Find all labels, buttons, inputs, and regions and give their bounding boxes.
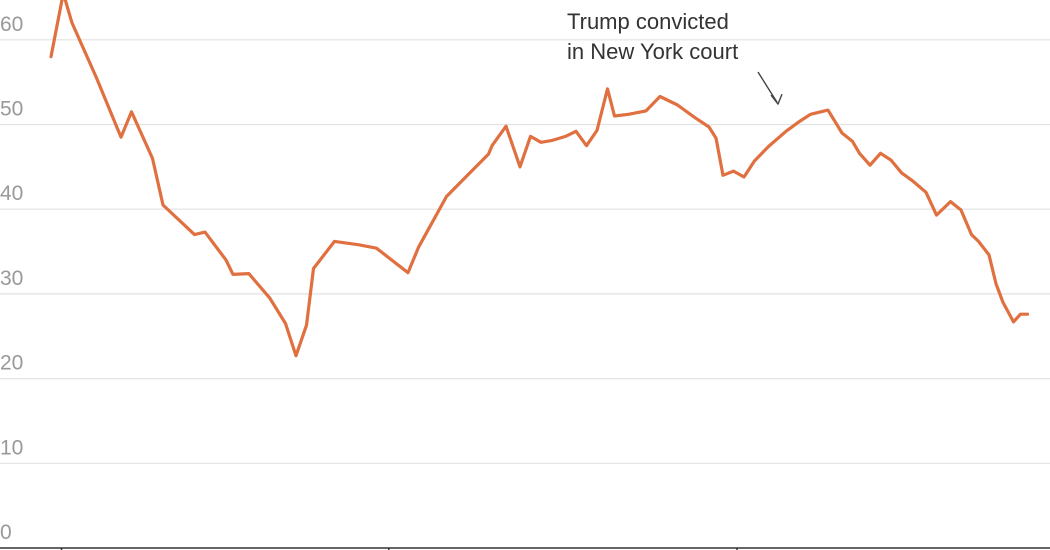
y-tick-label-10: 10 (0, 436, 23, 459)
annotation-text-line-1: in New York court (567, 39, 738, 64)
annotation-clipped-line (567, 0, 757, 2)
annotation-arrow (757, 71, 778, 103)
gridlines (0, 39, 1050, 464)
y-tick-label-50: 50 (0, 98, 23, 121)
series-layer (49, 0, 1030, 358)
annotation-0: Trump convicted in New York court (567, 0, 783, 105)
x-axis (0, 547, 1050, 550)
annotation-text-line-0: Trump convicted (567, 9, 729, 34)
y-tick-label-40: 40 (0, 182, 23, 205)
y-tick-label-60: 60 (0, 13, 23, 36)
y-axis-labels: 0 10 20 30 40 50 60 (0, 13, 23, 544)
annotation-arrowhead (770, 93, 783, 105)
series-line-0 (49, 0, 1030, 358)
y-tick-label-20: 20 (0, 352, 23, 375)
y-tick-label-30: 30 (0, 267, 23, 290)
y-tick-label-0: 0 (0, 521, 12, 544)
annotation-layer: Trump convicted in New York court (567, 0, 783, 105)
